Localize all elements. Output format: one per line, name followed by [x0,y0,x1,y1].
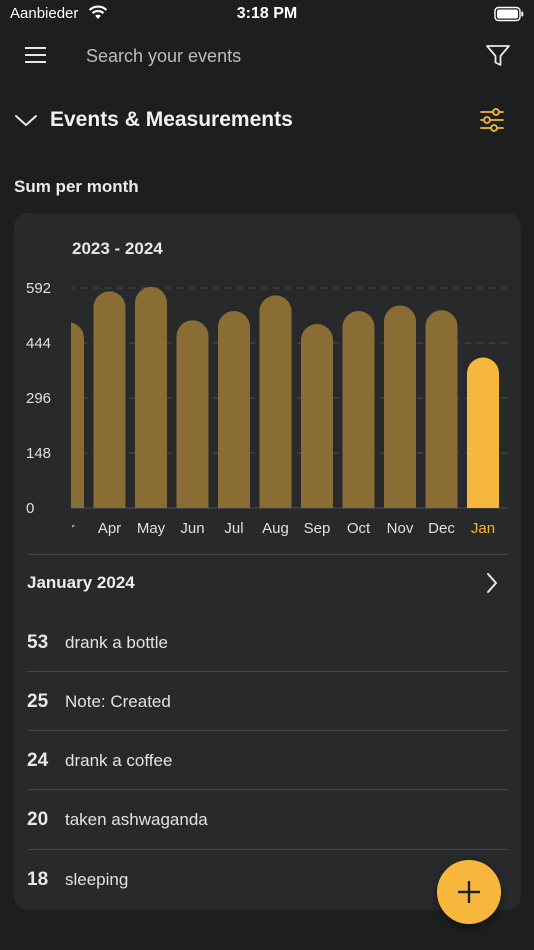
hamburger-menu-icon[interactable] [24,44,48,66]
wifi-icon [88,5,108,26]
x-tick-label: May [137,520,166,537]
bar [259,295,292,508]
filter-icon[interactable] [484,42,512,70]
bar [218,311,250,508]
event-row[interactable]: 25 Note: Created [14,672,521,731]
bar [176,320,209,508]
bar [425,310,458,508]
event-name: Note: Created [65,692,171,711]
event-row[interactable]: 53 drank a bottle [14,613,521,672]
event-name: drank a bottle [65,633,169,652]
y-tick-label: 148 [26,445,51,462]
top-bar [0,34,534,78]
event-count: 53 [27,632,49,653]
sum-per-month-label: Sum per month [14,177,139,196]
add-event-button[interactable] [437,860,501,924]
event-count: 24 [27,750,49,771]
y-tick-label: 296 [26,390,51,407]
carrier-label: Aanbieder [10,5,79,22]
event-count: 20 [27,809,49,830]
plus-icon [458,881,480,903]
event-name: drank a coffee [65,751,173,770]
y-tick-label: 0 [26,500,34,517]
month-label: January 2024 [27,573,135,592]
bar [384,305,416,508]
y-tick-label: 592 [26,280,51,297]
month-row[interactable]: January 2024 [14,555,521,611]
x-tick-label: Jun [180,520,204,537]
event-count: 25 [27,691,49,712]
monthly-summary-card: 2023 - 2024 5924442961480arAprMayJunJulA… [14,213,521,910]
battery-icon [494,6,524,27]
x-tick-label: Apr [98,520,121,537]
x-tick-label: Oct [347,520,371,537]
chevron-right-icon[interactable] [485,572,499,594]
divider [27,554,508,555]
divider [27,730,508,731]
divider [27,789,508,790]
chart-left-mask [52,516,72,541]
x-tick-label: Sep [304,520,331,537]
event-row[interactable]: 20 taken ashwaganda [14,790,521,849]
event-name: taken ashwaganda [65,810,208,829]
event-row[interactable]: 18 sleeping [14,850,521,909]
divider [27,671,508,672]
x-tick-label: Aug [262,520,289,537]
divider [27,849,508,850]
x-tick-label: Nov [387,520,414,537]
bar [301,324,333,508]
section-title: Events & Measurements [50,108,293,131]
monthly-bar-chart[interactable]: 5924442961480arAprMayJunJulAugSepOctNovD… [14,268,521,553]
settings-sliders-icon[interactable] [478,106,506,134]
bar [342,311,375,508]
clock: 3:18 PM [236,5,298,22]
status-bar: Aanbieder 3:18 PM [0,0,534,30]
chart-left-mask [52,268,71,510]
chart-title: 2023 - 2024 [72,239,163,258]
y-tick-label: 444 [26,335,51,352]
section-header: Events & Measurements [0,100,534,140]
x-tick-label: Jul [224,520,243,537]
bar [93,291,126,508]
event-count: 18 [27,869,49,890]
x-tick-label: Jan [471,520,495,537]
event-row[interactable]: 24 drank a coffee [14,731,521,790]
event-name: sleeping [65,870,129,889]
x-tick-label: Dec [428,520,455,537]
bar [467,357,499,508]
search-input[interactable] [78,40,458,72]
chevron-down-icon[interactable] [14,110,38,130]
bar [135,286,167,508]
